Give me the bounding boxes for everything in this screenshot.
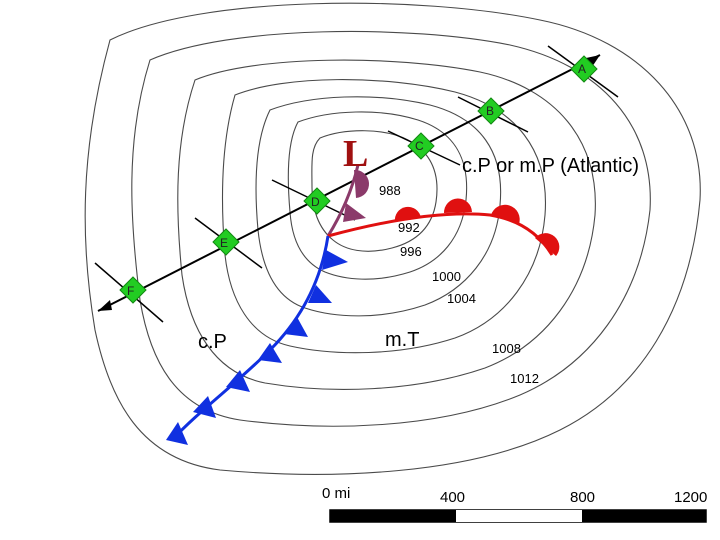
station-c: C: [407, 132, 435, 160]
occluded-semicircle-icon: [354, 169, 370, 198]
cold-triangle-7-icon: [166, 422, 188, 445]
cold-triangle-3-icon: [284, 317, 308, 337]
stations: A B C D E F: [119, 55, 598, 304]
station-e: E: [212, 228, 240, 256]
isobar-label-1008: 1008: [492, 341, 521, 356]
air-mass-cold-side: c.P: [198, 331, 227, 353]
isobar-outer-3: [221, 79, 547, 354]
cold-triangle-4-icon: [258, 343, 282, 363]
cold-triangle-5-icon: [226, 370, 250, 392]
scale-segment-2: [456, 510, 582, 522]
transect-line: [97, 54, 601, 312]
station-d: D: [303, 187, 331, 215]
station-label-c: C: [415, 139, 424, 153]
isobar-label-1000: 1000: [432, 269, 461, 284]
scale-bar: 0 mi 400 800 1200: [322, 485, 707, 523]
warm-semicircle-1-icon: [394, 206, 421, 222]
station-f: F: [119, 276, 147, 304]
air-mass-warm-side: m.T: [385, 329, 419, 351]
isobar-label-988: 988: [379, 183, 401, 198]
warm-semicircle-3-icon: [491, 204, 520, 224]
cold-triangle-6-icon: [193, 396, 216, 418]
cold-front: [166, 235, 348, 445]
station-label-f: F: [127, 284, 134, 298]
warm-semicircle-2-icon: [443, 198, 472, 213]
scale-segment-3: [582, 510, 706, 522]
station-label-b: B: [486, 104, 494, 118]
cold-triangle-2-icon: [308, 285, 332, 303]
occluded-front: [326, 164, 370, 237]
station-label-e: E: [220, 236, 228, 250]
station-label-a: A: [578, 62, 586, 76]
cold-triangle-1-icon: [322, 250, 348, 270]
scale-tick-0: 0 mi: [322, 485, 350, 502]
occluded-triangle-icon: [343, 203, 366, 222]
isobar-labels: 988 992 996 1000 1004 1008 1012: [379, 183, 539, 386]
scale-segment-1: [330, 510, 456, 522]
transect: A B C D E F: [94, 45, 619, 323]
low-pressure-symbol: L: [343, 133, 368, 175]
isobar-outer-4: [177, 59, 596, 390]
station-label-d: D: [311, 195, 320, 209]
scale-tick-800: 800: [570, 489, 595, 506]
isobar-label-1012: 1012: [510, 371, 539, 386]
isobar-outer-5: [131, 30, 651, 427]
station-b: B: [477, 97, 505, 125]
isobar-label-996: 996: [400, 244, 422, 259]
air-mass-atlantic: c.P or m.P (Atlantic): [462, 155, 639, 177]
isobar-outer-6: [84, 2, 701, 475]
transect-arrow-sw-icon: [98, 300, 112, 311]
scale-tick-1200: 1200: [674, 489, 707, 506]
scale-tick-400: 400: [440, 489, 465, 506]
isobar-label-1004: 1004: [447, 291, 476, 306]
warm-semicircle-4-icon: [535, 233, 560, 256]
station-a: A: [570, 55, 598, 83]
transect-arrow-ne-icon: [586, 55, 600, 67]
warm-front: [327, 198, 560, 256]
isobars: [84, 2, 701, 475]
isobar-label-992: 992: [398, 220, 420, 235]
